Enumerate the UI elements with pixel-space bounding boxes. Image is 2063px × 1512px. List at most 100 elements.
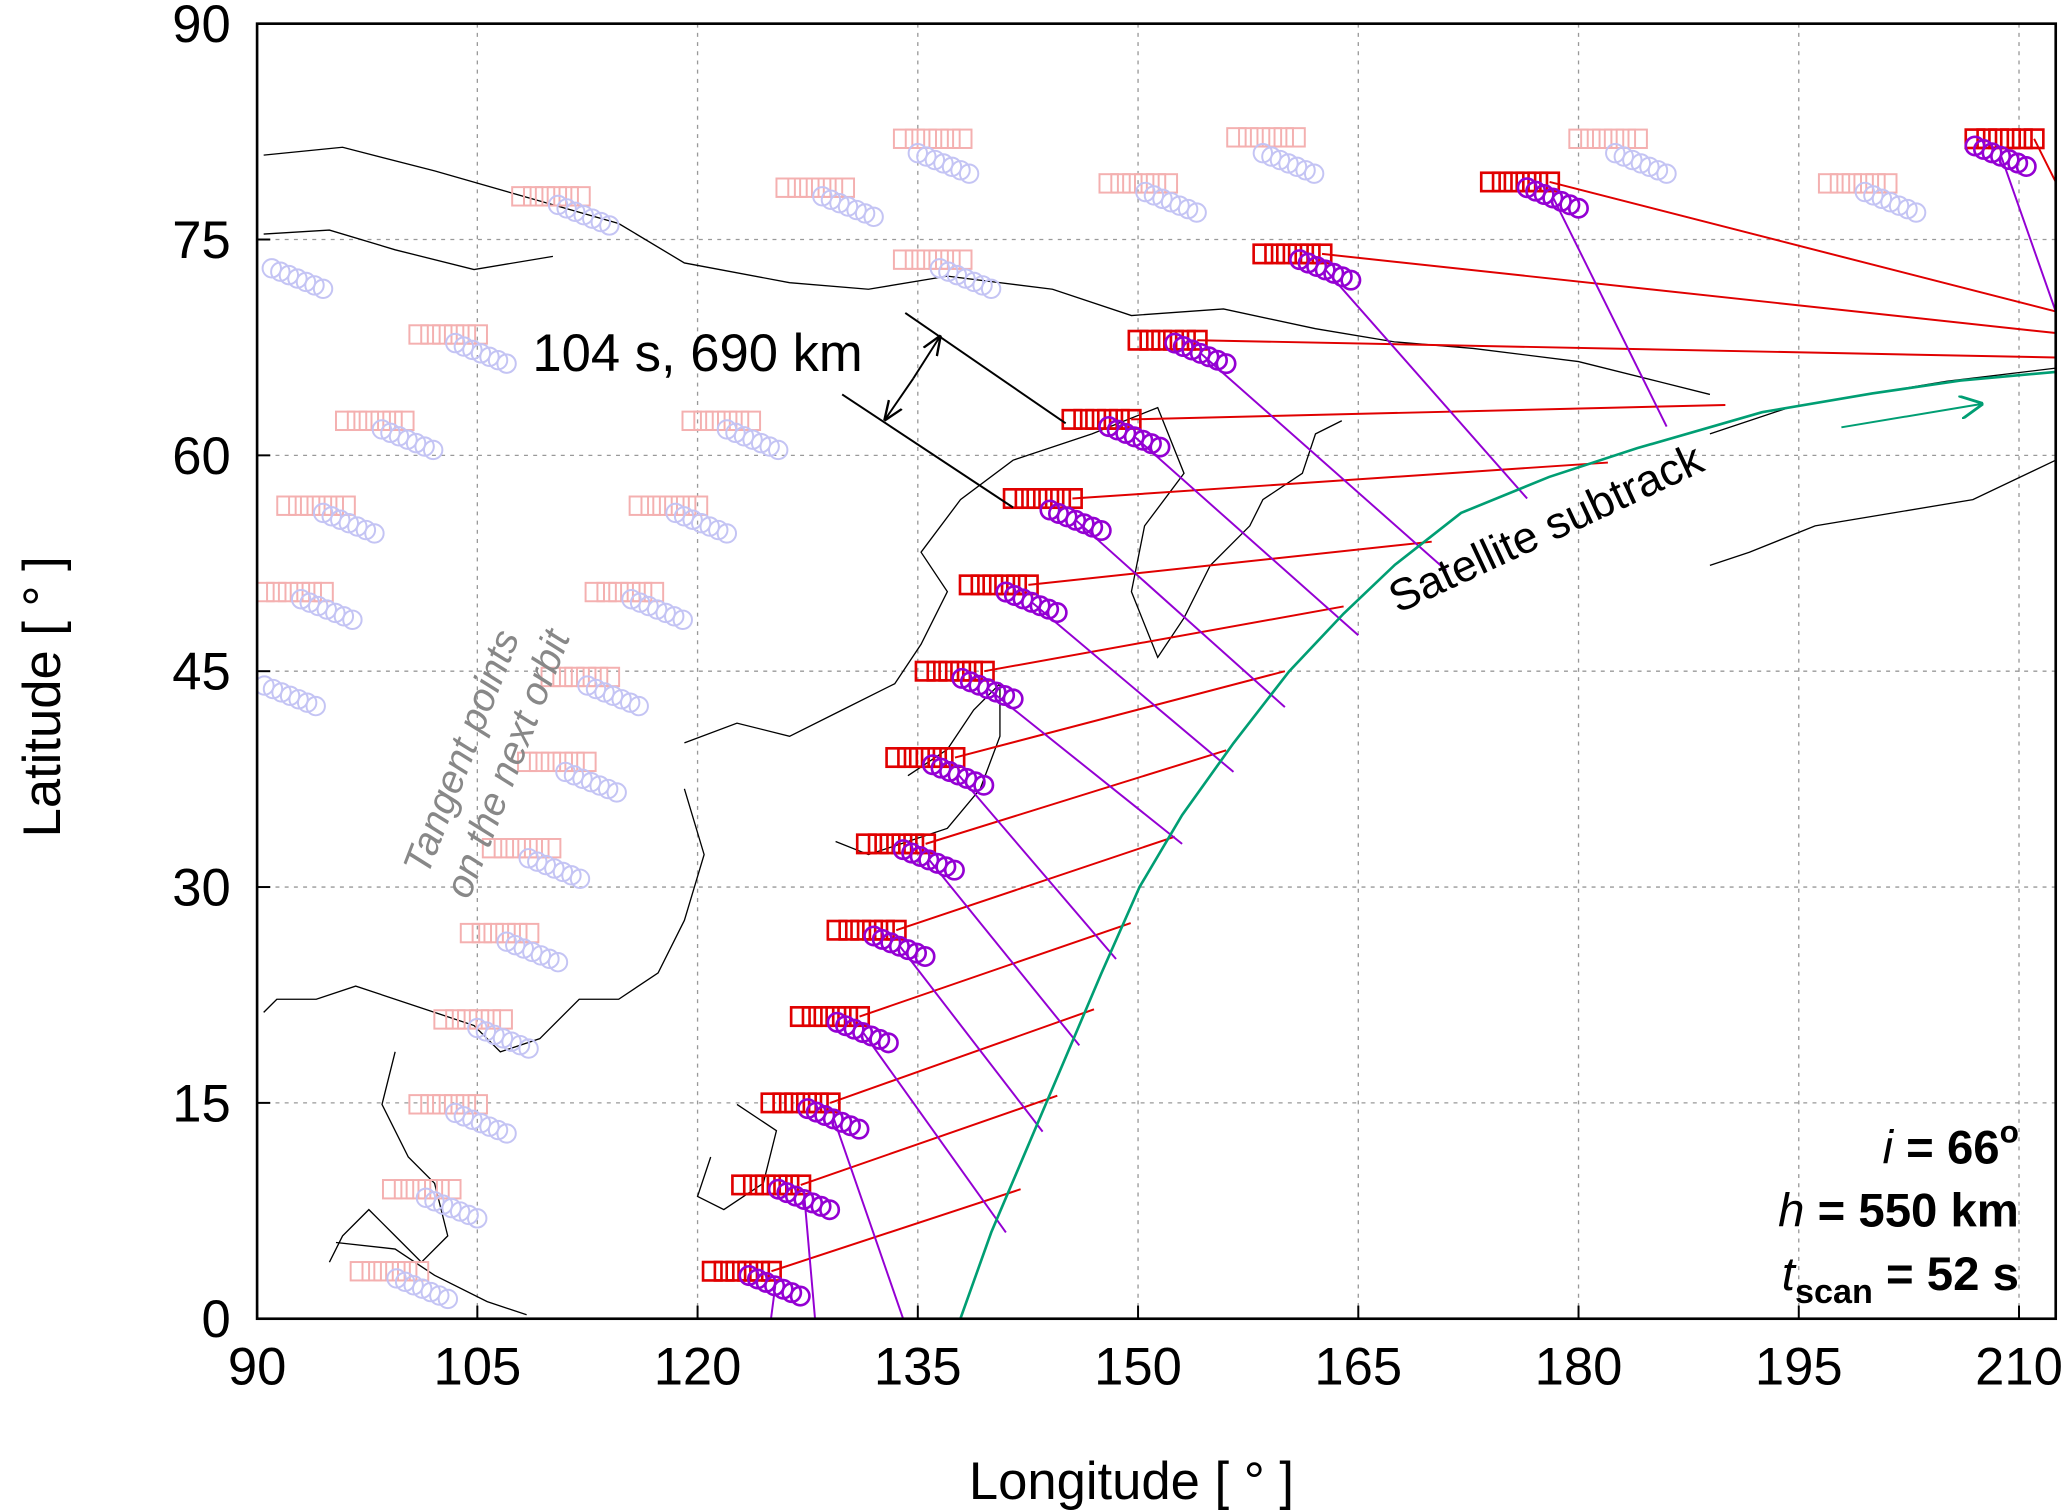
dimension-annotation: 104 s, 690 km <box>532 312 1067 509</box>
square-marker <box>1299 243 1321 265</box>
parameter-line: i = 66o <box>1883 1114 2019 1175</box>
circle-marker <box>449 1201 471 1222</box>
circle-cluster <box>261 258 334 299</box>
circle-marker <box>759 436 780 457</box>
square-marker <box>1226 127 1247 148</box>
plot-area <box>257 127 2056 1319</box>
square-marker <box>1273 127 1294 148</box>
parameter-value: = 66 <box>1893 1122 2000 1175</box>
circle-marker <box>629 592 651 613</box>
circle-marker <box>812 186 833 207</box>
circle-marker <box>271 682 292 703</box>
circle-marker <box>619 692 641 713</box>
circle-marker <box>1160 192 1182 213</box>
circle-cluster <box>386 1268 459 1310</box>
circle-cluster <box>929 258 1002 299</box>
square-marker <box>837 1006 859 1028</box>
circle-marker <box>2015 155 2037 178</box>
square-marker <box>420 324 441 345</box>
circle-marker <box>1135 181 1156 203</box>
circle-cluster <box>716 419 789 461</box>
direction-arrow <box>1841 404 1983 429</box>
square-marker <box>855 833 877 855</box>
square-marker <box>361 1261 382 1282</box>
circle-cluster <box>767 1178 841 1221</box>
circle-marker <box>479 1116 500 1137</box>
square-marker <box>1073 408 1095 430</box>
circle-marker <box>437 1288 459 1310</box>
square-marker <box>892 128 914 149</box>
circle-marker <box>1186 202 1207 223</box>
circle-marker <box>470 343 492 364</box>
square-marker <box>552 666 573 688</box>
circle-marker <box>279 685 301 707</box>
circle-marker <box>1252 142 1274 164</box>
circle-marker <box>742 429 763 450</box>
circle-marker <box>946 264 968 286</box>
circle-marker <box>296 692 318 713</box>
circle-marker <box>611 689 632 710</box>
square-marker <box>628 495 650 516</box>
square-marker <box>681 410 702 432</box>
circle-marker <box>462 1109 483 1130</box>
square-marker <box>826 919 848 941</box>
square-marker <box>1061 488 1083 510</box>
circle-marker <box>690 512 712 534</box>
circle-marker <box>569 868 591 889</box>
square-marker <box>916 249 937 270</box>
circle-cluster <box>1516 177 1589 219</box>
circle-marker <box>1143 185 1165 206</box>
square-marker <box>397 1261 418 1282</box>
circle-marker <box>716 523 738 544</box>
circle-marker <box>672 609 693 630</box>
parameter-symbol: h <box>1778 1185 1804 1238</box>
square-marker <box>1127 329 1149 351</box>
square-marker <box>493 837 515 859</box>
square-marker <box>897 747 919 769</box>
circle-marker <box>509 1034 531 1056</box>
circle-marker <box>768 439 789 461</box>
y-tick-label: 45 <box>172 643 230 702</box>
circle-marker <box>261 258 282 279</box>
square-marker <box>468 1009 490 1030</box>
square-marker <box>928 128 949 149</box>
circle-marker <box>338 512 359 534</box>
circle-marker <box>547 194 569 216</box>
circle-cluster <box>257 675 326 717</box>
circle-marker <box>789 1285 811 1307</box>
circle-marker <box>299 592 320 613</box>
square-link <box>2033 138 2056 183</box>
circle-link <box>1075 519 1286 708</box>
circle-marker <box>606 782 627 803</box>
parameter-line: tscan = 52 s <box>1782 1248 2019 1311</box>
circle-marker <box>924 149 946 171</box>
dimension-label: 104 s, 690 km <box>532 324 862 383</box>
circle-marker <box>980 278 1002 299</box>
circle-marker <box>1286 156 1308 178</box>
circle-marker <box>479 346 500 367</box>
circle-marker <box>355 519 377 541</box>
circle-cluster <box>1252 142 1325 184</box>
subtrack-line <box>959 370 2056 1319</box>
x-axis-label: Longitude [ ° ] <box>969 1452 1294 1511</box>
circle-cluster <box>907 142 980 184</box>
square-marker <box>1151 329 1173 351</box>
circle-marker <box>530 945 552 966</box>
square-marker <box>584 581 605 603</box>
square-marker <box>1592 128 1613 149</box>
circle-marker <box>646 599 668 620</box>
circle-marker <box>487 1119 509 1141</box>
circle-link <box>1552 197 1668 428</box>
square-marker <box>2023 128 2045 150</box>
circle-cluster <box>445 1102 517 1144</box>
square-marker <box>1238 127 1259 148</box>
square-marker <box>926 660 948 682</box>
coastline <box>263 229 554 271</box>
circle-marker <box>699 516 720 537</box>
square-link <box>1028 540 1432 586</box>
square-marker <box>481 837 503 859</box>
square-marker <box>349 1261 371 1282</box>
circle-cluster <box>892 839 965 881</box>
circle-marker <box>846 199 867 221</box>
